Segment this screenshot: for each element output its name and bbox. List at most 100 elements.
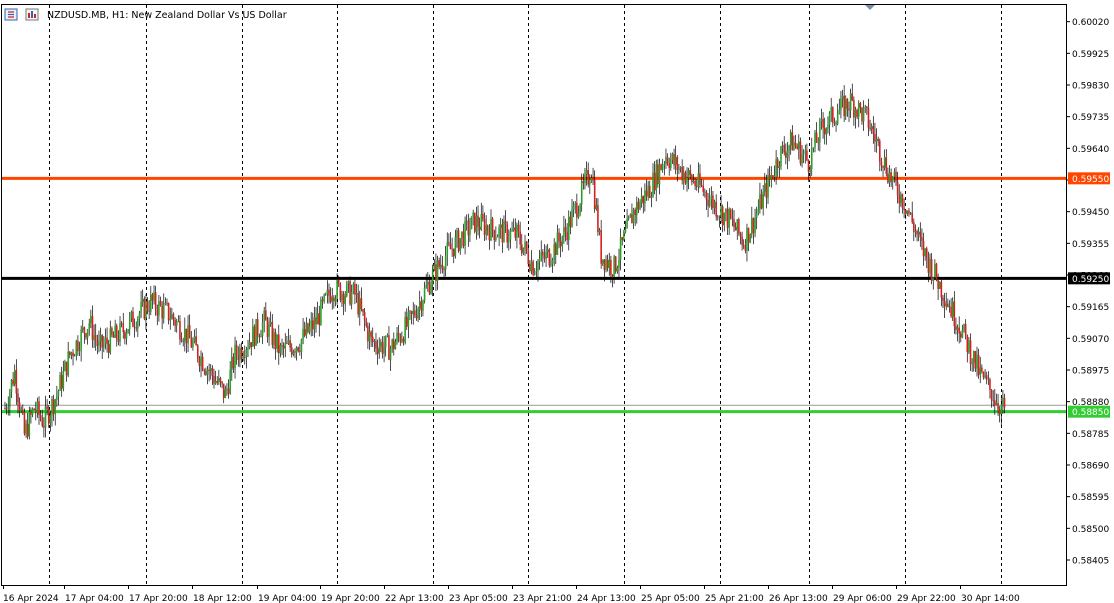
candle-body (462, 231, 465, 246)
candle-body (341, 293, 343, 301)
candle-body (375, 341, 377, 349)
candle-body (162, 304, 165, 319)
candle-body (729, 209, 732, 219)
candle-body (559, 241, 562, 247)
candle-body (316, 313, 319, 325)
x-tick-label-11: 25 Apr 21:00 (705, 594, 764, 603)
candle-body (433, 264, 436, 271)
x-tick-label-8: 23 Apr 21:00 (513, 594, 572, 603)
candle-body (297, 347, 300, 351)
x-tick-label-12: 26 Apr 13:00 (769, 594, 828, 603)
x-tick-label-13: 29 Apr 06:00 (833, 594, 892, 603)
y-tick-label-14: 0.58690 (1072, 462, 1109, 472)
candle-body (815, 132, 818, 143)
candle-body (806, 150, 808, 161)
candle-body (741, 236, 743, 245)
candle-body (969, 340, 972, 364)
y-tick-label-2: 0.59830 (1072, 82, 1109, 92)
candle-body (739, 233, 742, 237)
candle-body (367, 325, 369, 342)
candle-body (906, 210, 909, 214)
candle-body (122, 323, 125, 333)
candle-body (948, 306, 951, 308)
candle-body (981, 367, 983, 372)
candle-body (929, 259, 931, 273)
candle-body (644, 190, 646, 204)
candle-body (480, 214, 483, 230)
candle-body (167, 303, 170, 321)
candle-body (692, 180, 695, 183)
candle-body (30, 412, 32, 415)
chart-shift-marker[interactable] (865, 5, 875, 10)
candle-body (190, 338, 193, 348)
candle-body (982, 371, 985, 378)
candle-body (624, 228, 627, 233)
candle-body (180, 339, 183, 342)
candle-body (943, 300, 946, 307)
candle-body (598, 230, 601, 233)
candle-body (452, 248, 455, 257)
candle-body (956, 327, 959, 330)
candle-body (175, 321, 178, 326)
candle-body (321, 299, 324, 302)
candle-body (909, 212, 912, 214)
candle-body (686, 177, 688, 184)
candle-body (405, 316, 408, 327)
candle-body (145, 301, 147, 319)
candle-body (875, 138, 878, 142)
candle-body (545, 251, 547, 259)
candle-body (339, 283, 342, 301)
candle-body (475, 215, 478, 232)
candle-body (206, 369, 209, 375)
candle-body (961, 329, 964, 338)
candle-body (106, 337, 108, 345)
candle-body (707, 199, 709, 206)
candle-body (101, 334, 103, 348)
candle-body (890, 172, 892, 182)
candle-body (224, 389, 227, 398)
candle-body (796, 145, 798, 149)
candle-body (137, 318, 139, 329)
candle-body (334, 298, 337, 302)
candle-body (60, 375, 63, 389)
candle-body (655, 164, 658, 191)
candle-body (987, 379, 990, 381)
indicator-icon[interactable] (25, 8, 39, 21)
candle-body (546, 249, 549, 252)
candle-body (721, 206, 724, 226)
candle-body (148, 310, 150, 312)
candle-body (64, 361, 66, 371)
candle-body (415, 315, 418, 319)
candle-body (449, 243, 452, 250)
candle-body (704, 191, 706, 193)
candles-icon[interactable] (4, 8, 18, 21)
candle-body (708, 199, 711, 206)
candle-body (830, 107, 832, 113)
candle-body (26, 423, 29, 437)
candle-body (527, 250, 530, 264)
candle-body (577, 213, 580, 218)
candle-body (103, 343, 105, 348)
candle-body (253, 326, 256, 346)
candle-body (263, 310, 265, 323)
plot-area-border (1, 4, 1067, 586)
candle-body (493, 230, 496, 241)
candle-body (770, 175, 773, 180)
candle-body (832, 107, 834, 123)
candle-body (255, 319, 257, 346)
candle-body (864, 106, 867, 108)
candle-body (4, 408, 6, 410)
candle-body (132, 311, 134, 327)
candle-body (52, 399, 55, 414)
candle-body (849, 93, 852, 111)
candle-body (141, 298, 144, 302)
y-tick-label-10: 0.59070 (1072, 335, 1109, 345)
candle-body (935, 263, 938, 280)
candle-body (629, 214, 632, 218)
candle-body (287, 340, 290, 344)
candle-body (470, 216, 473, 230)
grid-layer (49, 5, 1002, 585)
candle-body (279, 345, 282, 354)
candle-body (556, 232, 559, 255)
